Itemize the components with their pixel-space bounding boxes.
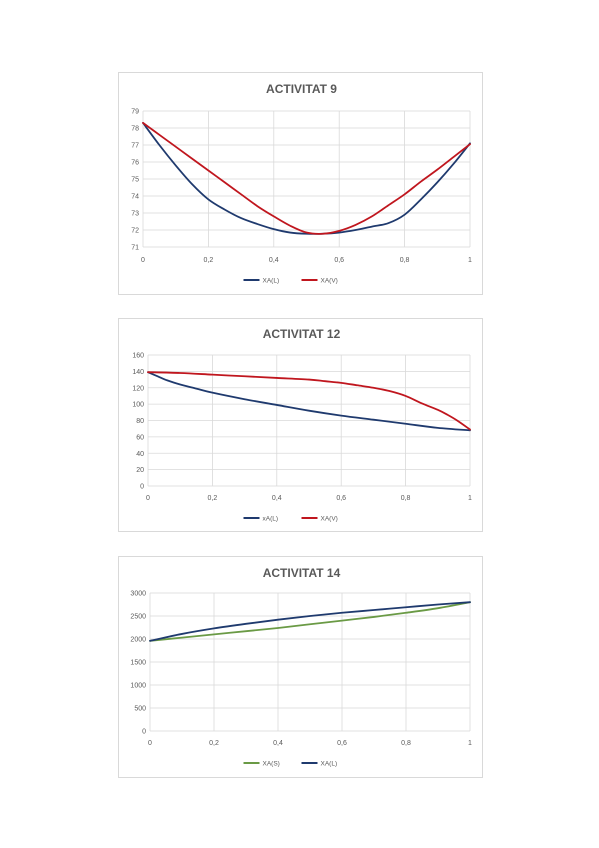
chart-title: ACTIVITAT 14	[263, 566, 341, 580]
y-tick-label: 120	[132, 385, 144, 392]
x-tick-label: 0,8	[401, 740, 411, 747]
series-line-1	[149, 601, 471, 642]
y-tick-label: 20	[136, 467, 144, 474]
y-tick-label: 140	[132, 369, 144, 376]
x-tick-label: 0,4	[273, 740, 283, 747]
x-tick-label: 1	[468, 257, 472, 264]
y-tick-label: 100	[132, 402, 144, 409]
legend-label: xA(L)	[263, 515, 279, 522]
x-tick-label: 0,2	[209, 740, 219, 747]
x-tick-label: 0	[148, 740, 152, 747]
x-tick-label: 0,8	[401, 495, 411, 502]
x-tick-label: 0,2	[204, 257, 214, 264]
y-tick-label: 73	[131, 211, 139, 218]
y-tick-label: 1000	[130, 683, 146, 690]
chart-svg-activitat-12: ACTIVITAT 12 0 20 40 60 80 100 120 140 160 0 0,2 0,4…	[132, 327, 472, 522]
y-tick-label: 71	[131, 245, 139, 252]
y-tick-label: 40	[136, 451, 144, 458]
y-tick-label: 3000	[130, 591, 146, 598]
chart-title: ACTIVITAT 12	[263, 327, 341, 341]
chart-activitat-9: ACTIVITAT 9 71 72 73 74 75 76 77 78 79 0 0,2 0,4 0,6 0…	[118, 72, 483, 295]
y-tick-label: 500	[134, 706, 146, 713]
y-tick-label: 78	[131, 126, 139, 133]
x-tick-label: 0,6	[336, 495, 346, 502]
y-tick-label: 0	[140, 484, 144, 491]
series-line-1	[142, 122, 471, 235]
series-line-0	[149, 601, 471, 642]
legend-label: XA(L)	[321, 760, 338, 767]
x-tick-label: 0	[141, 257, 145, 264]
series-line-0	[142, 122, 471, 235]
series-line-0	[147, 371, 471, 432]
legend-label: XA(S)	[263, 760, 280, 767]
y-tick-label: 1500	[130, 660, 146, 667]
x-tick-label: 0,2	[208, 495, 218, 502]
chart-svg-activitat-14: ACTIVITAT 14 0 500 1000 1500 2000 2500 3000 0 0,2…	[130, 566, 472, 767]
y-tick-label: 80	[136, 418, 144, 425]
y-tick-label: 2500	[130, 614, 146, 621]
y-tick-label: 75	[131, 177, 139, 184]
y-tick-label: 79	[131, 109, 139, 116]
y-tick-label: 160	[132, 353, 144, 360]
y-tick-label: 0	[142, 729, 146, 736]
x-tick-label: 0,4	[269, 257, 279, 264]
y-tick-label: 60	[136, 434, 144, 441]
chart-svg-activitat-9: ACTIVITAT 9 71 72 73 74 75 76 77 78 79 0 0,2 0,4 0,6 0…	[131, 82, 472, 284]
legend-label: XA(V)	[321, 515, 338, 522]
legend-label: XA(L)	[263, 277, 280, 284]
series-line-1	[147, 371, 471, 431]
y-tick-label: 74	[131, 194, 139, 201]
chart-activitat-12: ACTIVITAT 12 0 20 40 60 80 100 120 140 160 0 0,2 0,4…	[118, 318, 483, 532]
y-tick-label: 77	[131, 143, 139, 150]
y-tick-label: 2000	[130, 637, 146, 644]
x-tick-label: 1	[468, 495, 472, 502]
y-tick-label: 72	[131, 228, 139, 235]
legend-label: XA(V)	[321, 277, 338, 284]
x-tick-label: 1	[468, 740, 472, 747]
chart-activitat-14: ACTIVITAT 14 0 500 1000 1500 2000 2500 3000 0 0,2…	[118, 556, 483, 778]
x-tick-label: 0,6	[334, 257, 344, 264]
chart-title: ACTIVITAT 9	[266, 82, 337, 96]
x-tick-label: 0,6	[337, 740, 347, 747]
x-tick-label: 0	[146, 495, 150, 502]
x-tick-label: 0,8	[400, 257, 410, 264]
x-tick-label: 0,4	[272, 495, 282, 502]
y-tick-label: 76	[131, 160, 139, 167]
